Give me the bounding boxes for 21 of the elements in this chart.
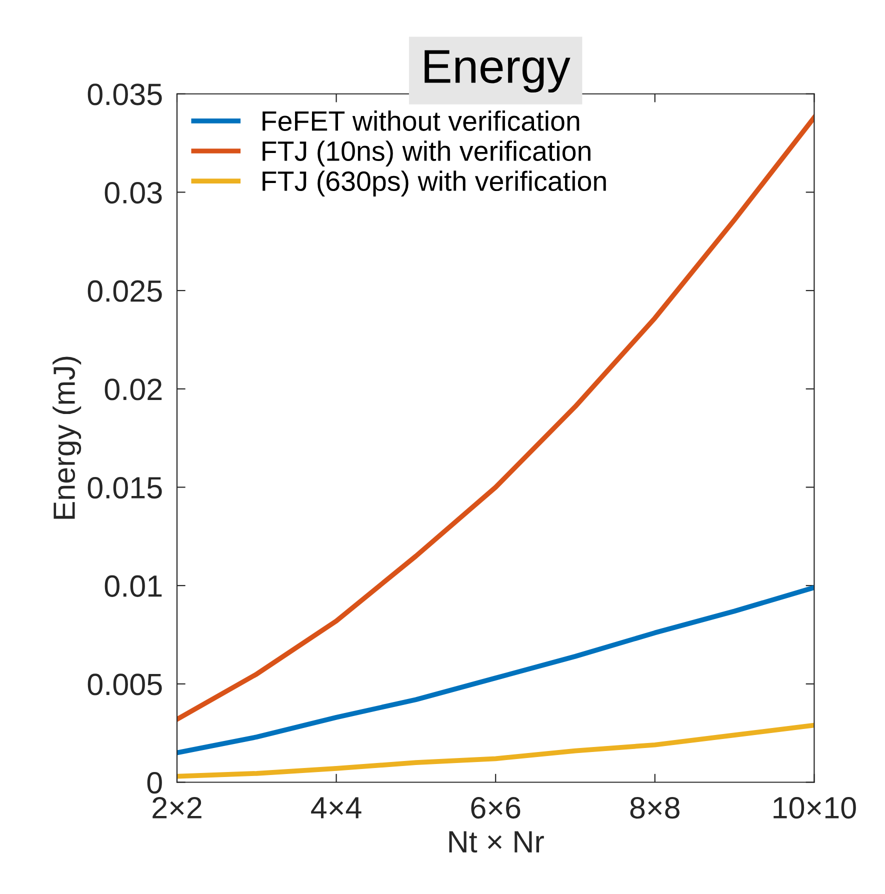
y-tick-label: 0	[147, 772, 162, 794]
x-tick-label: 10×10	[774, 796, 856, 819]
x-tick-label: 2×2	[152, 796, 202, 818]
legend-label: FeFET without verification	[262, 110, 580, 131]
y-tick-label: 0.01	[104, 575, 162, 597]
y-tick-label: 0.03	[104, 182, 162, 204]
y-tick-label: 0.005	[88, 674, 162, 696]
y-tick-label: 0.02	[104, 378, 162, 400]
legend-label: FTJ (10ns) with verification	[262, 140, 590, 166]
x-tick-label: 8×8	[630, 796, 680, 819]
chart-title: Energy	[424, 50, 570, 93]
y-tick-label: 0.015	[88, 476, 162, 499]
y-tick-label: 0.025	[88, 280, 162, 302]
line-series	[177, 722, 814, 779]
y-axis-title: Energy (mJ)	[52, 356, 82, 519]
x-axis-title: Nt × Nr	[449, 831, 544, 853]
line-series	[177, 585, 814, 756]
x-tick-label: 4×4	[311, 797, 362, 818]
y-tick-label: 0.035	[88, 84, 162, 106]
legend-label: FTJ (630ps) with verification	[262, 170, 606, 197]
x-tick-label: 6×6	[471, 796, 520, 819]
